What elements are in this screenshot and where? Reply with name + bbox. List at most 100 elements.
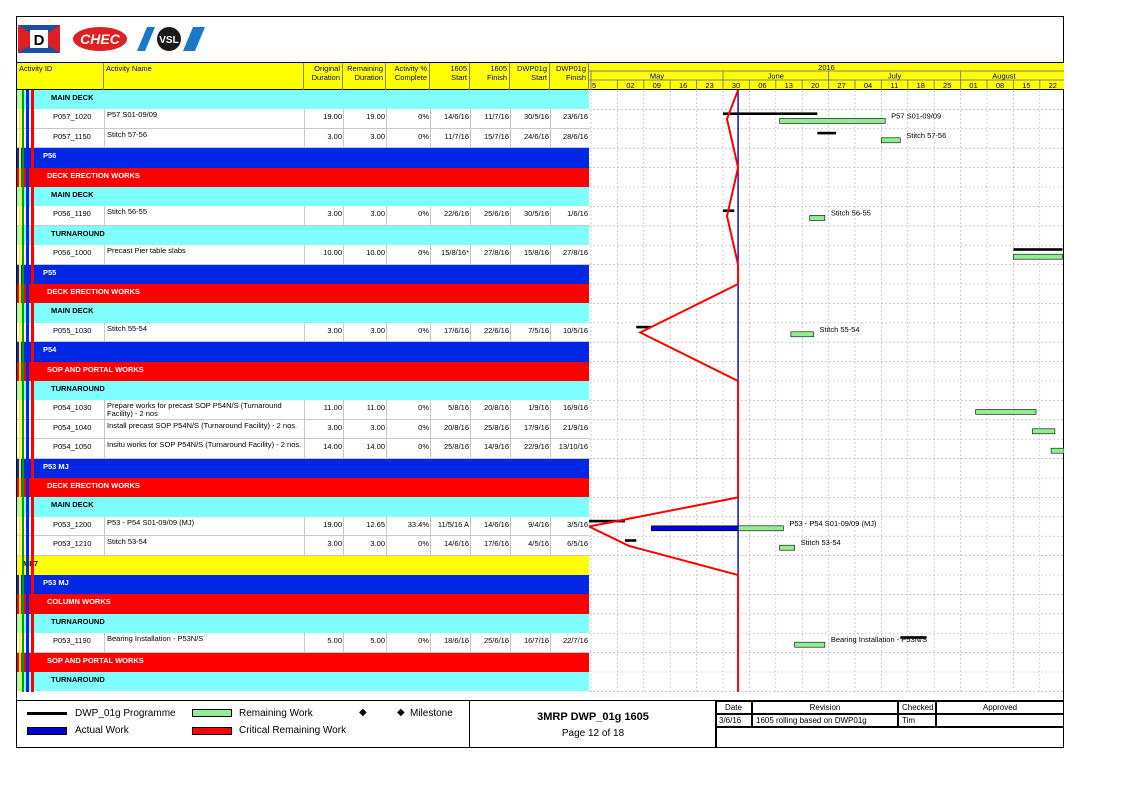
remaining-duration: 3.00 [370, 539, 385, 549]
dwp-finish: 16/9/16 [562, 403, 588, 413]
week-label: 02 [626, 81, 634, 90]
activity-row[interactable]: P053_1200 P53 - P54 S01-09/09 (MJ) 19.00 12… [17, 516, 589, 537]
col-activity-complete: Activity % Complete [386, 63, 430, 90]
finish-1605: 25/8/16 [483, 422, 509, 432]
wbs-row[interactable]: P53 MJ [17, 458, 589, 478]
wbs-row[interactable]: TURNAROUND [17, 381, 589, 401]
wbs-row[interactable]: MAIN DECK [17, 90, 589, 110]
remaining-work-bar[interactable] [794, 641, 826, 648]
week-label: 06 [758, 81, 766, 90]
remaining-work-bar[interactable] [790, 331, 814, 338]
wbs-row[interactable]: MAIN DECK [17, 187, 589, 207]
col-dwp-finish: DWP01g Finish [550, 63, 589, 90]
page-frame [16, 16, 1064, 748]
original-duration: 5.00 [327, 636, 342, 646]
wbs-row[interactable]: TURNAROUND [17, 225, 589, 246]
activity-row[interactable]: P055_1030 Stitch 55-54 3.00 3.00 0% 17/6/16 22… [17, 322, 589, 343]
wbs-label: P53 MJ [43, 578, 69, 587]
remaining-work-bar[interactable] [975, 409, 1037, 415]
baseline-bar[interactable] [817, 131, 837, 135]
original-duration: 19.00 [323, 519, 342, 529]
baseline-bar[interactable] [1013, 248, 1063, 251]
rev-header-checked: Checked [898, 701, 936, 714]
legend-programme-swatch [27, 712, 67, 715]
activity-name: Precast Pier table slabs [107, 246, 186, 256]
col-1605-finish: 1605 Finish [470, 63, 510, 90]
activity-row[interactable]: P054_1050 Insitu works for SOP P54N/S (Tu… [17, 439, 589, 459]
wbs-row[interactable]: DECK ERECTION WORKS [17, 478, 589, 498]
activity-row[interactable]: P053_1210 Stitch 53-54 3.00 3.00 0% 14/6/16 17… [17, 536, 589, 556]
dwp-start: 1/9/16 [528, 403, 549, 413]
wbs-row[interactable]: P53 MJ [17, 575, 589, 595]
baseline-bar[interactable] [723, 112, 818, 115]
wbs-row[interactable]: TURNAROUND [17, 672, 589, 692]
wbs-label: MAIN DECK [51, 306, 94, 316]
dwp-finish: 22/7/16 [562, 636, 588, 646]
wbs-label: DECK ERECTION WORKS [47, 170, 140, 180]
month-label: June [768, 72, 784, 81]
activity-row[interactable]: P054_1040 Install precast SOP P54N/S (Tur… [17, 419, 589, 440]
activity-id: P053_1190 [53, 636, 91, 646]
dwp-finish: 6/5/16 [567, 539, 588, 549]
col-1605-start: 1605 Start [430, 63, 470, 90]
wbs-row[interactable]: DECK ERECTION WORKS [17, 167, 589, 187]
wbs-row[interactable]: P55 [17, 264, 589, 284]
rev-header-revision: Revision [752, 701, 898, 714]
baseline-bar[interactable] [900, 636, 927, 639]
remaining-work-bar[interactable] [779, 118, 886, 124]
col-original-duration: Original Duration [304, 63, 343, 90]
wbs-label: P55 [43, 267, 57, 277]
remaining-work-bar[interactable] [1031, 428, 1056, 435]
wbs-row[interactable]: MAIN DECK [17, 497, 589, 517]
remaining-work-bar[interactable] [881, 137, 901, 144]
remaining-work-bar[interactable] [1013, 253, 1063, 260]
week-label: 23 [705, 81, 713, 90]
wbs-row[interactable]: MAIN DECK [17, 303, 589, 323]
dragages-logo: D [18, 25, 60, 53]
wbs-row[interactable]: COLUMN WORKS [17, 594, 589, 614]
wbs-row[interactable]: TURNAROUND [17, 613, 589, 634]
start-1605: 18/6/16 [443, 636, 469, 646]
gantt-chart: P57 S01-09/09 Stitch 57-56 Stitch 56-55 Sti… [589, 90, 1064, 692]
wbs-row[interactable]: ML7 [17, 555, 589, 575]
rev-date: 3/6/16 [715, 714, 752, 727]
wbs-row[interactable]: DECK ERECTION WORKS [17, 284, 589, 304]
finish-1605: 20/8/16 [483, 403, 509, 413]
legend-area: DWP_01g Programme Remaining Work ◆ ◆ Mil… [17, 700, 1064, 748]
activity-complete: 0% [418, 209, 429, 219]
milestone-icon: ◆ [397, 707, 405, 718]
chec-logo: CHEC [73, 27, 127, 51]
wbs-row[interactable]: P56 [17, 148, 589, 168]
wbs-label: SOP AND PORTAL WORKS [47, 655, 144, 665]
baseline-bar[interactable] [589, 519, 625, 523]
baseline-bar[interactable] [624, 539, 637, 542]
finish-1605: 14/9/16 [483, 442, 509, 452]
start-1605: 25/8/16 [443, 442, 469, 452]
month-label: August [992, 72, 1016, 81]
wbs-row[interactable]: SOP AND PORTAL WORKS [17, 361, 589, 381]
wbs-label: P56 [43, 151, 57, 161]
activity-row[interactable]: P056_1000 Precast Pier table slabs 10.00 10… [17, 245, 589, 265]
week-label: 22 [1049, 81, 1057, 90]
document-title: 3MRP DWP_01g 1605 [537, 711, 649, 723]
wbs-row[interactable]: P54 [17, 342, 589, 362]
rev-empty-row [715, 727, 1064, 748]
remaining-work-bar[interactable] [779, 544, 795, 551]
activity-row[interactable]: P057_1020 P57 S01-09/09 19.00 19.00 0% 14/6/1… [17, 109, 589, 129]
actual-work-bar[interactable] [651, 525, 739, 532]
wbs-row[interactable]: SOP AND PORTAL WORKS [17, 652, 589, 672]
dwp-finish: 10/5/16 [562, 325, 588, 335]
remaining-work-bar[interactable] [809, 215, 826, 221]
activity-row[interactable]: P053_1190 Bearing Installation - P53N/S 5.… [17, 633, 589, 653]
vsl-logo: VSL [137, 27, 205, 51]
dwp-finish: 27/8/16 [562, 248, 588, 258]
legend-remaining-label: Remaining Work [239, 708, 313, 719]
activity-row[interactable]: P056_1190 Stitch 56-55 3.00 3.00 0% 22/6/16 25… [17, 206, 589, 226]
activity-row[interactable]: P057_1150 Stitch 57-56 3.00 3.00 0% 11/7/16 15… [17, 128, 589, 149]
remaining-work-bar[interactable] [737, 525, 784, 532]
activity-complete: 0% [418, 442, 429, 452]
remaining-duration: 3.00 [370, 325, 385, 335]
activity-row[interactable]: P054_1030 Prepare works for precast SOP P… [17, 400, 589, 420]
remaining-work-bar[interactable] [1050, 447, 1064, 454]
baseline-bar[interactable] [636, 325, 652, 329]
